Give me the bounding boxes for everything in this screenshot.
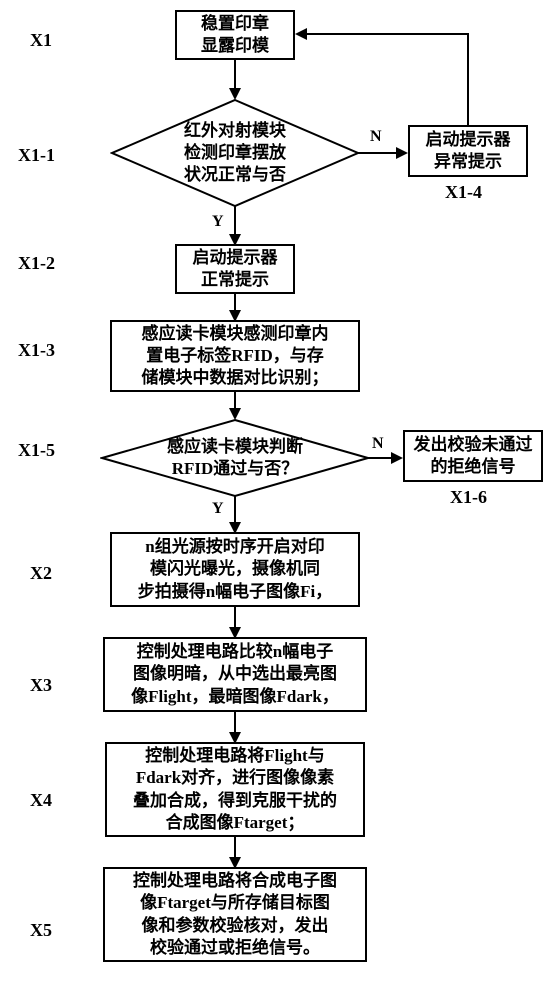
label-x1-3: X1-3 xyxy=(18,340,55,361)
label-x1-2: X1-2 xyxy=(18,253,55,274)
node-x2: n组光源按时序开启对印 模闪光曝光，摄像机同 步拍摄得n幅电子图像Fi， xyxy=(110,532,360,607)
edge xyxy=(467,33,469,125)
edge xyxy=(368,457,393,459)
edge-label-n1: N xyxy=(370,128,382,146)
node-x4: 控制处理电路将Flight与 Fdark对齐，进行图像像素 叠加合成，得到克服干… xyxy=(105,742,365,837)
label-x5: X5 xyxy=(30,920,52,941)
node-x1-3-text: 感应读卡模块感测印章内 置电子标签RFID，与存 储模块中数据对比识别； xyxy=(142,323,329,389)
arrowhead xyxy=(295,28,307,40)
diamond-x1-5-text: 感应读卡模块判断 RFID通过与否？ xyxy=(167,436,303,480)
diamond-x1-1-text: 红外对射模块 检测印章摆放 状况正常与否 xyxy=(184,120,286,186)
edge xyxy=(234,607,236,629)
label-x1-6: X1-6 xyxy=(450,487,487,508)
label-x2: X2 xyxy=(30,563,52,584)
edge-label-n2: N xyxy=(372,435,384,453)
node-x5-text: 控制处理电路将合成电子图 像Ftarget与所存储目标图 像和参数校验核对，发出… xyxy=(133,870,337,958)
node-x1-6: 发出校验未通过 的拒绝信号 xyxy=(403,430,543,482)
node-x1-2-text: 启动提示器 正常提示 xyxy=(193,247,278,291)
node-x1-3: 感应读卡模块感测印章内 置电子标签RFID，与存 储模块中数据对比识别； xyxy=(110,320,360,392)
node-x1-4: 启动提示器 异常提示 xyxy=(408,125,528,177)
node-x1-2: 启动提示器 正常提示 xyxy=(175,244,295,294)
arrowhead xyxy=(391,452,403,464)
edge xyxy=(358,152,398,154)
edge xyxy=(234,206,236,236)
node-x3-text: 控制处理电路比较n幅电子 图像明暗，从中选出最亮图 像Flight，最暗图像Fd… xyxy=(131,641,339,707)
edge xyxy=(234,60,236,90)
node-x5: 控制处理电路将合成电子图 像Ftarget与所存储目标图 像和参数校验核对，发出… xyxy=(103,867,367,962)
edge xyxy=(234,712,236,734)
node-x3: 控制处理电路比较n幅电子 图像明暗，从中选出最亮图 像Flight，最暗图像Fd… xyxy=(103,637,367,712)
arrowhead xyxy=(396,147,408,159)
node-x1-text: 稳置印章 显露印模 xyxy=(201,13,269,57)
edge xyxy=(234,496,236,524)
label-x1-5: X1-5 xyxy=(18,440,55,461)
label-x1-1: X1-1 xyxy=(18,145,55,166)
label-x1: X1 xyxy=(30,30,52,51)
label-x1-4: X1-4 xyxy=(445,182,482,203)
label-x3: X3 xyxy=(30,675,52,696)
node-x1-6-text: 发出校验未通过 的拒绝信号 xyxy=(414,434,533,478)
diamond-x1-5: 感应读卡模块判断 RFID通过与否？ xyxy=(100,418,370,498)
node-x4-text: 控制处理电路将Flight与 Fdark对齐，进行图像像素 叠加合成，得到克服干… xyxy=(133,745,337,833)
edge-label-y2: Y xyxy=(212,500,224,518)
edge-label-y1: Y xyxy=(212,213,224,231)
label-x4: X4 xyxy=(30,790,52,811)
node-x2-text: n组光源按时序开启对印 模闪光曝光，摄像机同 步拍摄得n幅电子图像Fi， xyxy=(138,536,333,602)
node-x1-4-text: 启动提示器 异常提示 xyxy=(426,129,511,173)
edge xyxy=(234,837,236,859)
diamond-x1-1: 红外对射模块 检测印章摆放 状况正常与否 xyxy=(110,98,360,208)
edge xyxy=(307,33,469,35)
node-x1: 稳置印章 显露印模 xyxy=(175,10,295,60)
